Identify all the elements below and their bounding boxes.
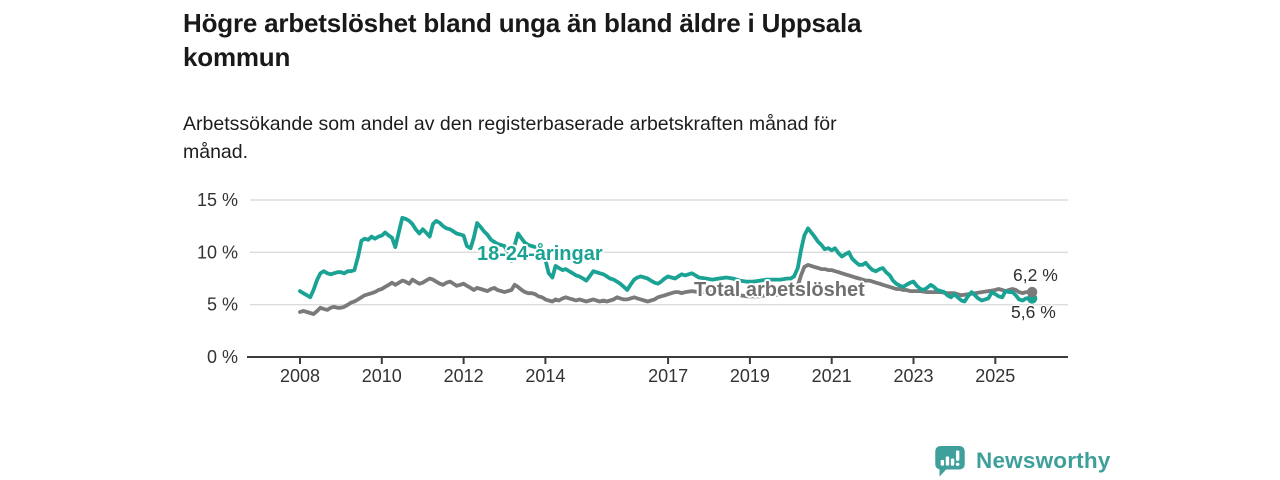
svg-text:2019: 2019 [730, 366, 770, 386]
chart-subtitle: Arbetssökande som andel av den registerb… [183, 110, 1063, 166]
end-value-label-18-24: 5,6 % [1011, 302, 1056, 322]
svg-text:2017: 2017 [648, 366, 688, 386]
svg-text:5 %: 5 % [207, 295, 238, 315]
svg-text:0 %: 0 % [207, 347, 238, 367]
svg-text:2014: 2014 [525, 366, 565, 386]
chart-title: Högre arbetslöshet bland unga än bland ä… [183, 6, 1143, 74]
svg-text:2023: 2023 [893, 366, 933, 386]
series-label-total: Total arbetslöshet [694, 279, 865, 301]
series-label-18-24: 18-24-åringar [477, 243, 603, 265]
chart-title-line-1: Högre arbetslöshet bland unga än bland ä… [183, 8, 862, 38]
svg-text:2010: 2010 [362, 366, 402, 386]
chart-title-line-2: kommun [183, 42, 291, 72]
svg-text:2021: 2021 [812, 366, 852, 386]
svg-text:2008: 2008 [280, 366, 320, 386]
newsworthy-logo-icon [935, 445, 965, 477]
brand-footer: Newsworthy [933, 444, 1111, 478]
svg-text:10 %: 10 % [197, 242, 238, 262]
end-value-label-total: 6,2 % [1013, 265, 1058, 285]
svg-text:15 %: 15 % [197, 190, 238, 210]
chart-subtitle-line-2: månad. [183, 141, 249, 163]
chart-subtitle-line-1: Arbetssökande som andel av den registerb… [183, 113, 837, 135]
brand-name: Newsworthy [976, 448, 1111, 473]
svg-text:2025: 2025 [975, 366, 1015, 386]
svg-text:2012: 2012 [444, 366, 484, 386]
